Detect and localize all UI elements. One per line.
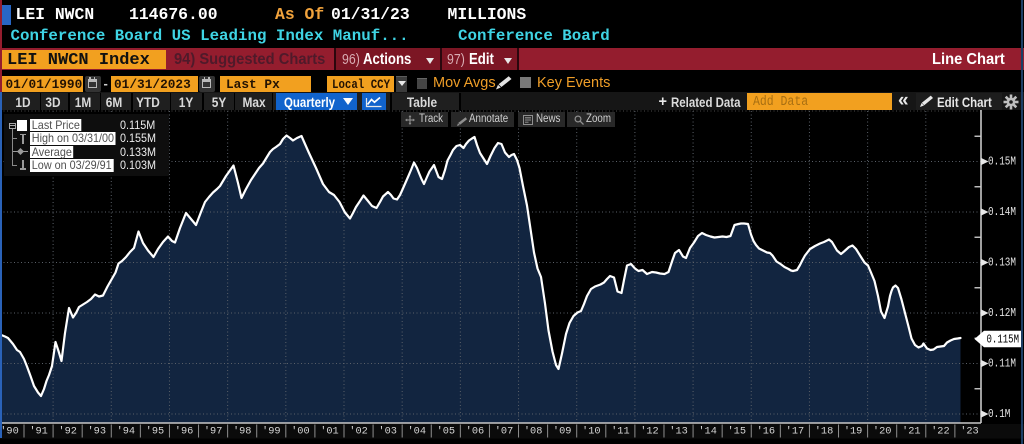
- svg-text:'93: '93: [87, 426, 106, 438]
- svg-text:'03: '03: [378, 426, 397, 438]
- svg-text:'09: '09: [553, 426, 572, 438]
- svg-text:'14: '14: [698, 426, 717, 438]
- svg-text:'99: '99: [262, 426, 281, 438]
- svg-text:'18: '18: [815, 426, 834, 438]
- svg-text:0.115M: 0.115M: [987, 333, 1020, 347]
- svg-text:'02: '02: [349, 426, 368, 438]
- svg-text:'97: '97: [204, 426, 223, 438]
- svg-text:'22: '22: [931, 426, 950, 438]
- svg-text:'06: '06: [466, 426, 485, 438]
- svg-text:'12: '12: [640, 426, 659, 438]
- svg-text:0.13M: 0.13M: [988, 256, 1016, 270]
- svg-text:0.1M: 0.1M: [988, 407, 1010, 421]
- svg-text:'92: '92: [58, 426, 77, 438]
- svg-text:'10: '10: [582, 426, 601, 438]
- svg-text:'91: '91: [29, 426, 48, 438]
- svg-text:0.11M: 0.11M: [988, 357, 1016, 371]
- svg-text:0.15M: 0.15M: [988, 155, 1016, 169]
- svg-text:'00: '00: [291, 426, 310, 438]
- svg-text:'13: '13: [669, 426, 688, 438]
- svg-text:'95: '95: [146, 426, 165, 438]
- svg-text:'05: '05: [437, 426, 456, 438]
- svg-text:'11: '11: [611, 426, 630, 438]
- svg-text:'15: '15: [727, 426, 746, 438]
- svg-text:'04: '04: [407, 426, 426, 438]
- svg-text:'20: '20: [873, 426, 892, 438]
- svg-text:'21: '21: [902, 426, 921, 438]
- svg-text:'08: '08: [524, 426, 543, 438]
- svg-text:'01: '01: [320, 426, 339, 438]
- svg-text:0.14M: 0.14M: [988, 205, 1016, 219]
- svg-text:'96: '96: [175, 426, 194, 438]
- svg-text:'90: '90: [0, 426, 19, 438]
- svg-text:'94: '94: [117, 426, 136, 438]
- svg-text:'98: '98: [233, 426, 252, 438]
- svg-text:'19: '19: [844, 426, 863, 438]
- svg-text:'17: '17: [786, 426, 805, 438]
- svg-text:'07: '07: [495, 426, 514, 438]
- svg-text:'23: '23: [960, 426, 979, 438]
- svg-text:0.12M: 0.12M: [988, 306, 1016, 320]
- svg-text:'16: '16: [757, 426, 776, 438]
